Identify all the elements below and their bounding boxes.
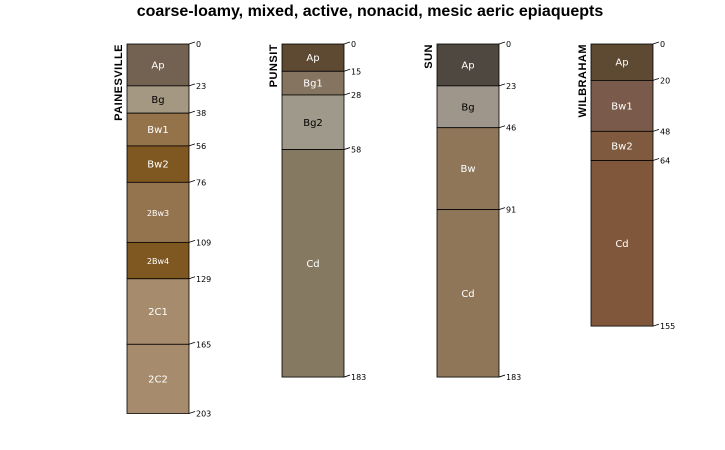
depth-label: 0	[196, 40, 201, 49]
chart-title: coarse-loamy, mixed, active, nonacid, me…	[137, 3, 604, 20]
horizon-painesville-2bw3	[126, 181, 190, 243]
profile-punsit: Ap Bg1 Bg2 Cd 0 15 28 58 183 PUNSIT	[268, 40, 366, 382]
horizon-sun-cd	[436, 209, 500, 378]
depth-tick	[188, 240, 196, 243]
depth-label: 203	[196, 409, 211, 418]
horizon-label: Bw1	[611, 101, 632, 112]
depth-tick	[343, 147, 351, 150]
depth-tick	[188, 41, 196, 45]
horizon-painesville-2c2	[126, 343, 190, 414]
depth-label: 20	[660, 76, 670, 85]
profile-name: PUNSIT	[268, 44, 280, 87]
horizon-sun-bg	[436, 85, 500, 129]
horizon-painesville-bw1	[126, 112, 190, 147]
depth-tick	[498, 83, 506, 87]
depth-tick	[343, 68, 351, 72]
horizon-wilbraham-cd	[590, 160, 654, 327]
depth-tick	[498, 374, 506, 378]
depth-label: 109	[196, 238, 211, 247]
depth-label: 0	[506, 40, 511, 49]
depth-tick	[188, 411, 196, 414]
horizon-label: 2C1	[148, 307, 168, 318]
profile-name: SUN	[423, 44, 435, 69]
depth-tick	[343, 92, 351, 96]
depth-label: 165	[196, 340, 211, 349]
depth-label: 64	[660, 156, 670, 165]
depth-tick	[343, 374, 351, 378]
profile-sun: Ap Bg Bw Cd 0 23 46 91 183 SUN	[423, 40, 521, 382]
horizon-punsit-cd	[281, 149, 345, 378]
depth-label: 183	[506, 373, 521, 382]
depth-label: 183	[351, 373, 366, 382]
horizon-label: Bg	[461, 102, 474, 113]
profile-painesville: Ap Bg Bw1 Bw2 2Bw3 2Bw4 2C1 2C2 0 23 38 56 76 109 129 1…	[113, 40, 211, 418]
horizon-label: Bw2	[611, 141, 632, 152]
horizon-sun-bw	[436, 127, 500, 211]
depth-label: 0	[351, 40, 356, 49]
horizon-label: Cd	[615, 239, 628, 250]
horizon-label: Ap	[151, 60, 164, 71]
depth-tick	[652, 41, 660, 45]
depth-tick	[188, 179, 196, 183]
depth-label: 58	[351, 146, 361, 155]
depth-label: 46	[506, 124, 516, 133]
depth-tick	[188, 143, 196, 147]
depth-label: 155	[660, 322, 675, 331]
depth-label: 28	[351, 91, 361, 100]
depth-tick	[652, 78, 660, 81]
horizon-label: Ap	[615, 58, 628, 69]
profile-name: PAINESVILLE	[113, 44, 125, 121]
horizon-painesville-bw2	[126, 145, 190, 183]
profiles-group: Ap Bg Bw1 Bw2 2Bw3 2Bw4 2C1 2C2 0 23 38 56 76 109 129 1…	[113, 40, 675, 418]
depth-label: 76	[196, 178, 206, 187]
horizon-label: Bw2	[147, 160, 168, 171]
depth-label: 15	[351, 67, 361, 76]
depth-tick	[652, 158, 660, 161]
depth-label: 48	[660, 127, 670, 136]
horizon-label: Bg2	[303, 118, 323, 129]
horizon-label: Cd	[461, 289, 474, 300]
depth-tick	[188, 341, 196, 345]
depth-tick	[652, 323, 660, 327]
horizon-label: Bw	[460, 164, 475, 175]
depth-label: 38	[196, 109, 206, 118]
depth-tick	[188, 276, 196, 280]
horizon-label: 2Bw3	[147, 209, 169, 218]
horizon-sun-ap	[436, 43, 500, 87]
depth-tick	[343, 41, 351, 45]
horizon-punsit-bg2	[281, 94, 345, 150]
horizon-label: 2C2	[148, 374, 168, 385]
horizon-painesville-2bw4	[126, 241, 190, 280]
depth-tick	[188, 83, 196, 87]
depth-tick	[498, 41, 506, 45]
horizon-wilbraham-bw2	[590, 130, 654, 161]
profile-wilbraham: Ap Bw1 Bw2 Cd 0 20 48 64 155 WILBRAHAM	[577, 40, 675, 331]
horizon-label: Bg1	[303, 79, 323, 90]
horizon-label: Ap	[461, 60, 474, 71]
horizon-label: Bg	[151, 95, 164, 106]
profile-name: WILBRAHAM	[577, 44, 589, 118]
horizon-painesville-bg	[126, 85, 190, 114]
depth-label: 23	[506, 82, 516, 91]
depth-tick	[498, 125, 506, 129]
horizon-label: Cd	[306, 259, 319, 270]
depth-tick	[188, 110, 196, 114]
horizon-painesville-ap	[126, 43, 190, 87]
depth-label: 91	[506, 206, 516, 215]
depth-tick	[652, 128, 660, 132]
horizon-label: Bw1	[147, 125, 168, 136]
depth-label: 56	[196, 142, 206, 151]
depth-label: 0	[660, 40, 665, 49]
depth-label: 23	[196, 82, 206, 91]
horizon-wilbraham-ap	[590, 43, 654, 81]
horizon-wilbraham-bw1	[590, 80, 654, 132]
depth-tick	[498, 207, 506, 210]
depth-label: 129	[196, 275, 211, 284]
horizon-label: 2Bw4	[147, 257, 169, 266]
horizon-label: Ap	[306, 53, 319, 64]
